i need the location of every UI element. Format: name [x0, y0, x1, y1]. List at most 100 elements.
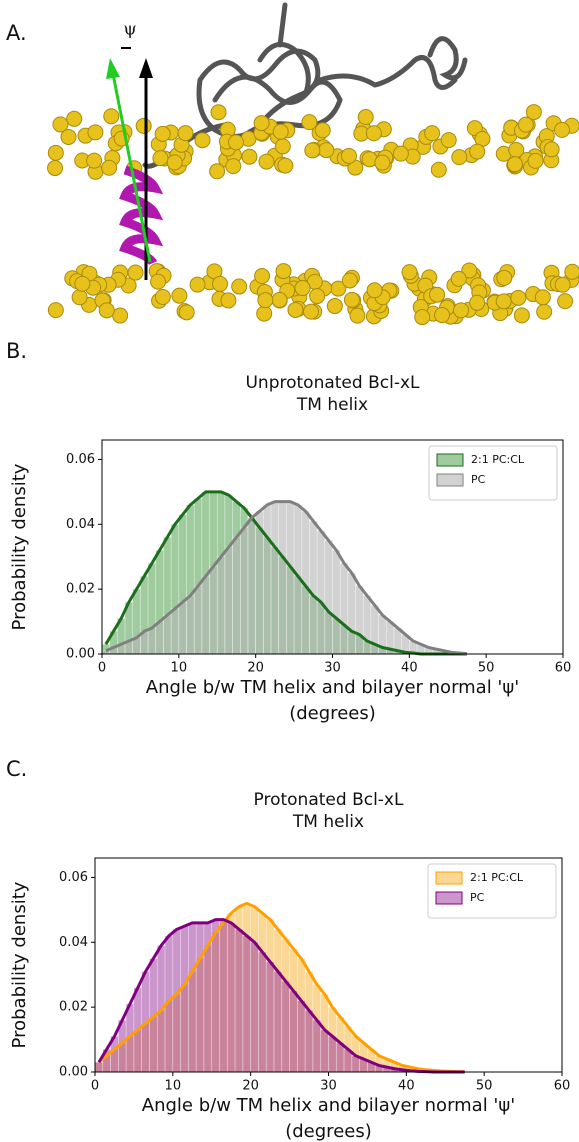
lipid-head [253, 115, 270, 132]
lipid-head [414, 309, 431, 326]
histogram-bar [335, 1042, 345, 1073]
legend-label: PC [471, 473, 486, 486]
density-line [105, 500, 468, 656]
lipid-head [554, 121, 571, 138]
density-line [97, 901, 465, 1074]
lipid-head [47, 144, 64, 161]
x-tick-label: 40 [398, 1079, 415, 1094]
histogram-bar [170, 608, 180, 655]
histogram-bar [193, 585, 203, 655]
x-tick-label: 20 [242, 1079, 259, 1094]
lipid-head [318, 142, 335, 159]
x-tick-label: 50 [478, 661, 495, 676]
lipid-head [171, 287, 188, 304]
histogram-bar [209, 566, 218, 655]
lipid-head [189, 276, 206, 293]
lipid-head [534, 289, 551, 306]
histogram-bar [180, 925, 189, 1073]
lipid-head [564, 263, 579, 280]
lipid-head [303, 303, 320, 320]
lipid-head [150, 273, 167, 290]
lipid-head [154, 288, 171, 305]
histogram-bar [250, 942, 259, 1073]
helix-axis [111, 73, 152, 263]
legend-swatch [435, 891, 463, 905]
x-tick-label: 50 [476, 1079, 493, 1094]
x-tick-label: 60 [555, 661, 572, 676]
y-tick-label: 0.02 [59, 1000, 88, 1015]
y-tick-label: 0.06 [66, 452, 95, 467]
ribbon [427, 36, 468, 81]
y-tick-label: 0.00 [66, 647, 95, 662]
lipid-head [343, 291, 360, 308]
chart-title: Protonated Bcl-xL [254, 790, 404, 810]
molecular-view: A. ψ [6, 2, 579, 326]
lipid-head [294, 280, 311, 297]
tm-helix [119, 165, 164, 266]
lipid-head [301, 114, 318, 131]
lipid-head [536, 303, 553, 320]
y-tick-label: 0.06 [59, 870, 88, 885]
x-axis-label: Angle b/w TM helix and bilayer normal 'ψ… [142, 1095, 515, 1116]
x-axis-label: Angle b/w TM helix and bilayer normal 'ψ… [146, 677, 519, 698]
histogram-bar [188, 922, 197, 1073]
y-tick-label: 0.04 [59, 935, 88, 950]
lipid-head [424, 125, 441, 142]
histogram-bar [240, 527, 249, 655]
lipid-head [513, 307, 530, 324]
lipid-head [210, 104, 227, 121]
lipid-head [220, 292, 237, 309]
lipid-head [271, 291, 288, 308]
lipid-head [525, 104, 542, 121]
lipid-head [366, 282, 383, 299]
lipid-head [177, 125, 194, 142]
histogram-bar [265, 961, 275, 1073]
lipid-head [277, 157, 294, 174]
histogram-bar [232, 536, 241, 655]
lipid-head [135, 117, 152, 134]
arrow-head [106, 58, 120, 79]
y-axis-label: Probability density [9, 881, 30, 1048]
lipid-head [506, 156, 523, 173]
x-tick-label: 10 [171, 661, 188, 676]
histogram-bar [247, 517, 256, 655]
lipid-head [510, 289, 527, 306]
lipid-head [258, 153, 275, 170]
histogram-bar [362, 595, 372, 655]
lipid-head [357, 109, 374, 126]
histogram-bar [355, 585, 364, 655]
lipid-head [434, 307, 451, 324]
legend-swatch [435, 871, 463, 885]
lipid-head [52, 116, 69, 133]
lipid-head [178, 304, 195, 321]
lipid-head [557, 293, 574, 310]
lipid-head [349, 307, 366, 324]
histogram-bar [347, 572, 356, 655]
lipid-head [365, 125, 382, 142]
lipid-head [401, 264, 418, 281]
lipid-head [554, 276, 571, 293]
x-tick-label: 0 [98, 661, 106, 676]
lipid-head [451, 149, 468, 166]
membrane [47, 104, 579, 326]
lipid-head [257, 292, 274, 309]
x-tick-label: 0 [91, 1079, 99, 1094]
lipid-head [101, 159, 118, 176]
x-tick-label: 20 [247, 661, 264, 676]
x-axis-label: (degrees) [285, 1121, 372, 1142]
histogram-bar [312, 1019, 322, 1073]
panel-label: A. [6, 21, 27, 45]
lipid-head [47, 302, 64, 319]
lipid-head [47, 160, 64, 177]
x-tick-label: 60 [554, 1079, 571, 1094]
x-tick-label: 30 [320, 1079, 337, 1094]
density-line [104, 490, 467, 656]
legend-label: 2:1 PC:CL [471, 453, 525, 466]
lipid-head [127, 264, 144, 281]
lipid-head [241, 148, 258, 165]
histogram-bar [219, 919, 228, 1073]
histogram-bar [201, 575, 210, 655]
lipid-head [272, 123, 289, 140]
histogram-bar [186, 595, 195, 655]
